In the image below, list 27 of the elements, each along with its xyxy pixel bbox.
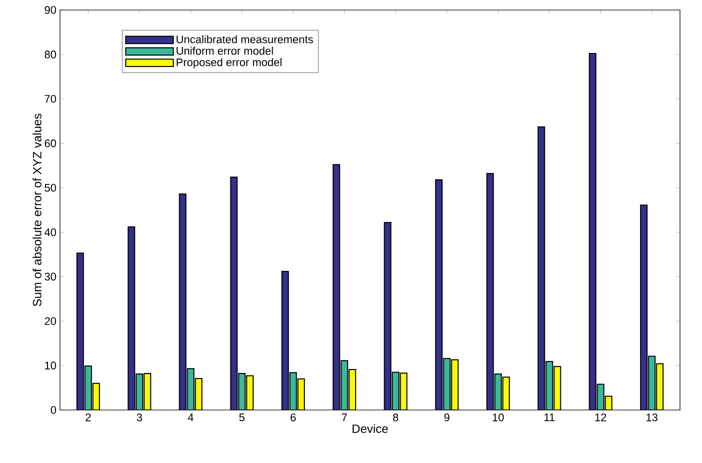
x-tick-label: 11 — [544, 414, 555, 422]
x-tick-label: 4 — [188, 414, 194, 422]
y-tick-label: 0 — [50, 406, 56, 414]
x-tick-label: 2 — [86, 414, 91, 422]
y-tick-label: 50 — [44, 184, 56, 192]
x-tick-label: 5 — [239, 414, 244, 422]
y-tick-label: 60 — [44, 139, 56, 148]
legend-label: Uniform error model — [176, 46, 273, 55]
y-tick-label: 80 — [44, 50, 56, 58]
y-tick-label: 20 — [44, 317, 56, 326]
legend-label: Proposed error model — [176, 58, 282, 68]
x-tick-label: 12 — [595, 414, 606, 422]
y-tick-label: 30 — [44, 272, 56, 281]
y-axis-title: Sum of absolute error of XYZ values — [32, 114, 42, 306]
x-tick-label: 8 — [393, 414, 398, 422]
x-tick-label: 9 — [444, 414, 450, 422]
y-tick-label: 40 — [44, 228, 56, 236]
y-tick-label: 70 — [44, 94, 56, 103]
legend-label: Uncalibrated measurements — [176, 35, 313, 44]
x-tick-label: 6 — [290, 414, 296, 422]
y-tick-label: 10 — [45, 362, 56, 370]
x-tick-label: 10 — [492, 414, 504, 422]
x-tick-label: 7 — [342, 414, 347, 422]
x-tick-label: 3 — [136, 414, 142, 422]
x-tick-label: 13 — [646, 414, 658, 422]
x-axis-title: Device — [352, 424, 388, 433]
y-tick-label: 90 — [44, 6, 56, 14]
